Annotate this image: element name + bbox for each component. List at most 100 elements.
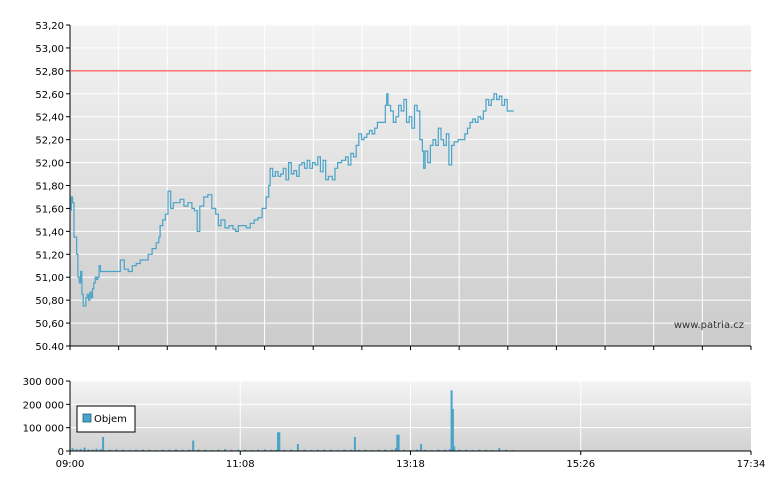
volume-bar bbox=[270, 449, 273, 451]
price-y-tick-label: 52,60 bbox=[35, 90, 64, 101]
volume-bar bbox=[275, 449, 278, 451]
volume-bar bbox=[192, 440, 195, 451]
legend-label: Objem bbox=[94, 414, 127, 425]
price-y-tick-label: 51,60 bbox=[35, 204, 64, 215]
volume-bar bbox=[504, 449, 507, 451]
volume-bar bbox=[263, 449, 266, 451]
volume-bar bbox=[290, 449, 293, 451]
price-y-tick-label: 51,80 bbox=[35, 182, 64, 193]
volume-bar bbox=[135, 449, 138, 451]
x-tick-label: 09:00 bbox=[56, 459, 85, 470]
price-series-line bbox=[70, 93, 514, 307]
volume-bar bbox=[243, 449, 246, 451]
price-y-tick-label: 52,40 bbox=[35, 113, 64, 124]
volume-bar bbox=[197, 449, 200, 451]
price-panel: 53,20 53,00 52,80 52,60 52,40 52,20 52,00 51,80… bbox=[35, 21, 752, 353]
volume-bar bbox=[330, 449, 332, 451]
volume-bar bbox=[102, 437, 105, 451]
volume-y-tick-label: 0 bbox=[58, 447, 64, 458]
volume-bar bbox=[303, 449, 306, 451]
volume-bar bbox=[168, 449, 171, 451]
volume-bar bbox=[391, 449, 393, 451]
volume-y-tick-label: 300 000 bbox=[23, 377, 64, 388]
volume-y-tick-label: 100 000 bbox=[23, 424, 64, 435]
volume-bar bbox=[277, 432, 279, 451]
volume-bars bbox=[71, 390, 514, 451]
volume-bar bbox=[384, 449, 387, 451]
watermark: www.patria.cz bbox=[674, 320, 744, 331]
volume-bar bbox=[79, 448, 82, 451]
volume-bar bbox=[316, 449, 319, 451]
volume-bar bbox=[453, 446, 456, 451]
volume-bar bbox=[95, 448, 98, 451]
volume-bar bbox=[323, 449, 326, 451]
volume-bar bbox=[122, 449, 124, 451]
volume-bar bbox=[420, 444, 423, 451]
volume-bar bbox=[498, 448, 501, 451]
volume-bar bbox=[217, 449, 220, 451]
volume-bar bbox=[349, 449, 352, 451]
volume-panel: 300 000 200 000 100 000 0 09:00 11:08 13:18 15… bbox=[23, 377, 766, 470]
volume-bar bbox=[75, 449, 78, 451]
volume-bar bbox=[188, 449, 191, 451]
volume-bar bbox=[416, 449, 419, 451]
volume-bar bbox=[148, 449, 151, 451]
price-y-tick-label: 50,80 bbox=[35, 296, 64, 307]
volume-bar bbox=[99, 449, 102, 451]
legend-swatch bbox=[82, 413, 92, 423]
x-tick-label: 11:08 bbox=[226, 459, 255, 470]
volume-bar bbox=[357, 449, 360, 451]
price-y-axis: 53,20 53,00 52,80 52,60 52,40 52,20 52,00 51,80… bbox=[35, 21, 751, 353]
legend: Objem bbox=[76, 405, 136, 433]
price-y-tick-label: 52,80 bbox=[35, 67, 64, 78]
price-y-tick-label: 52,00 bbox=[35, 159, 64, 170]
volume-bar bbox=[283, 449, 286, 451]
price-y-tick-label: 51,00 bbox=[35, 273, 64, 284]
price-y-tick-label: 53,20 bbox=[35, 21, 64, 32]
volume-bar bbox=[478, 449, 481, 451]
volume-bar bbox=[296, 444, 299, 451]
volume-bar bbox=[377, 449, 380, 451]
volume-bar bbox=[230, 449, 233, 451]
volume-bar bbox=[443, 449, 446, 451]
volume-bar bbox=[396, 434, 399, 451]
volume-bar bbox=[458, 449, 461, 451]
volume-bar bbox=[91, 449, 94, 451]
volume-bar bbox=[278, 432, 281, 451]
volume-bar bbox=[402, 449, 405, 451]
price-y-tick-label: 51,20 bbox=[35, 250, 64, 261]
volume-bar bbox=[451, 409, 454, 451]
volume-bar bbox=[87, 449, 90, 451]
volume-bar bbox=[181, 449, 184, 451]
volume-bar bbox=[115, 449, 118, 451]
volume-bar bbox=[397, 434, 400, 451]
volume-bar bbox=[343, 449, 346, 451]
price-y-tick-label: 53,00 bbox=[35, 44, 64, 55]
volume-bar bbox=[437, 449, 440, 451]
volume-bar bbox=[108, 449, 111, 451]
volume-bar bbox=[237, 449, 240, 451]
volume-bar bbox=[364, 449, 367, 451]
x-tick-label: 17:34 bbox=[737, 459, 766, 470]
volume-bar bbox=[353, 437, 356, 451]
volume-bar bbox=[141, 449, 144, 451]
volume-bar bbox=[465, 449, 468, 451]
volume-bar bbox=[450, 390, 453, 451]
price-y-tick-label: 52,20 bbox=[35, 136, 64, 147]
volume-x-axis: 09:00 11:08 13:18 15:26 17:34 bbox=[56, 451, 766, 470]
price-y-tick-label: 50.40 bbox=[35, 342, 64, 353]
volume-y-tick-label: 200 000 bbox=[23, 400, 64, 411]
volume-bar bbox=[83, 447, 86, 451]
volume-bar bbox=[424, 449, 427, 451]
price-x-tick-marks bbox=[69, 346, 752, 350]
volume-bar bbox=[485, 449, 487, 451]
price-y-tick-label: 50,60 bbox=[35, 319, 64, 330]
price-y-tick-label: 51,40 bbox=[35, 227, 64, 238]
x-tick-label: 15:26 bbox=[566, 459, 595, 470]
volume-bar bbox=[224, 449, 226, 451]
volume-bar bbox=[394, 448, 397, 451]
x-tick-label: 13:18 bbox=[396, 459, 425, 470]
volume-bar bbox=[161, 449, 164, 451]
volume-bar bbox=[175, 449, 177, 451]
